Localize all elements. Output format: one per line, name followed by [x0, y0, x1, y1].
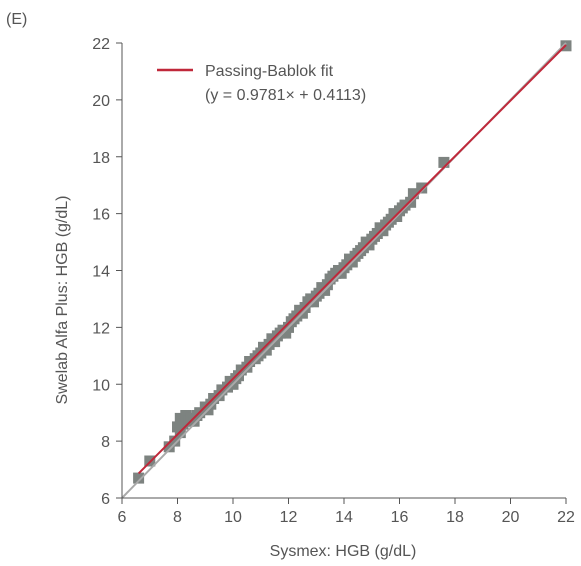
- data-point: [169, 435, 181, 447]
- y-tick-label: 14: [92, 264, 110, 281]
- x-axis-label: Sysmex: HGB (g/dL): [270, 543, 417, 560]
- y-tick-label: 20: [92, 93, 110, 110]
- y-tick-label: 22: [92, 36, 110, 53]
- data-point: [213, 390, 225, 402]
- x-tick-label: 14: [335, 509, 353, 526]
- x-tick-label: 12: [280, 509, 298, 526]
- data-point: [407, 188, 419, 200]
- y-tick-label: 16: [92, 207, 110, 224]
- legend-equation: (y = 0.9781× + 0.4113): [205, 87, 366, 104]
- x-tick-label: 18: [446, 509, 464, 526]
- x-tick-label: 22: [557, 509, 575, 526]
- y-axis-label: Swelab Alfa Plus: HGB (g/dL): [54, 196, 71, 405]
- x-tick-label: 20: [502, 509, 520, 526]
- y-tick-label: 10: [92, 377, 110, 394]
- data-point: [280, 327, 292, 339]
- regression-lines: [121, 42, 567, 499]
- data-point: [177, 418, 189, 430]
- y-tick-label: 6: [101, 491, 110, 508]
- fit-line: [137, 44, 567, 475]
- data-point: [163, 441, 175, 453]
- legend-label: Passing-Bablok fit: [205, 63, 334, 80]
- data-point: [438, 156, 450, 168]
- data-point: [416, 182, 428, 194]
- y-tick-label: 8: [101, 434, 110, 451]
- panel-label: (E): [6, 11, 27, 28]
- x-tick-label: 8: [173, 509, 182, 526]
- data-point: [241, 361, 253, 373]
- legend: Passing-Bablok fit (y = 0.9781× + 0.4113…: [157, 63, 366, 104]
- data-point: [133, 472, 145, 484]
- x-tick-label: 16: [391, 509, 409, 526]
- data-point: [233, 370, 244, 382]
- data-point: [188, 415, 200, 427]
- x-tick-label: 10: [224, 509, 242, 526]
- y-tick-label: 12: [92, 320, 110, 337]
- data-point: [205, 398, 217, 410]
- axes: 6 8 10 12 14 16 18 20 22 6 8 10 12 14 16 18 20 22: [92, 36, 575, 526]
- y-tick-label: 18: [92, 150, 110, 167]
- data-point: [180, 410, 192, 421]
- x-tick-label: 6: [118, 509, 127, 526]
